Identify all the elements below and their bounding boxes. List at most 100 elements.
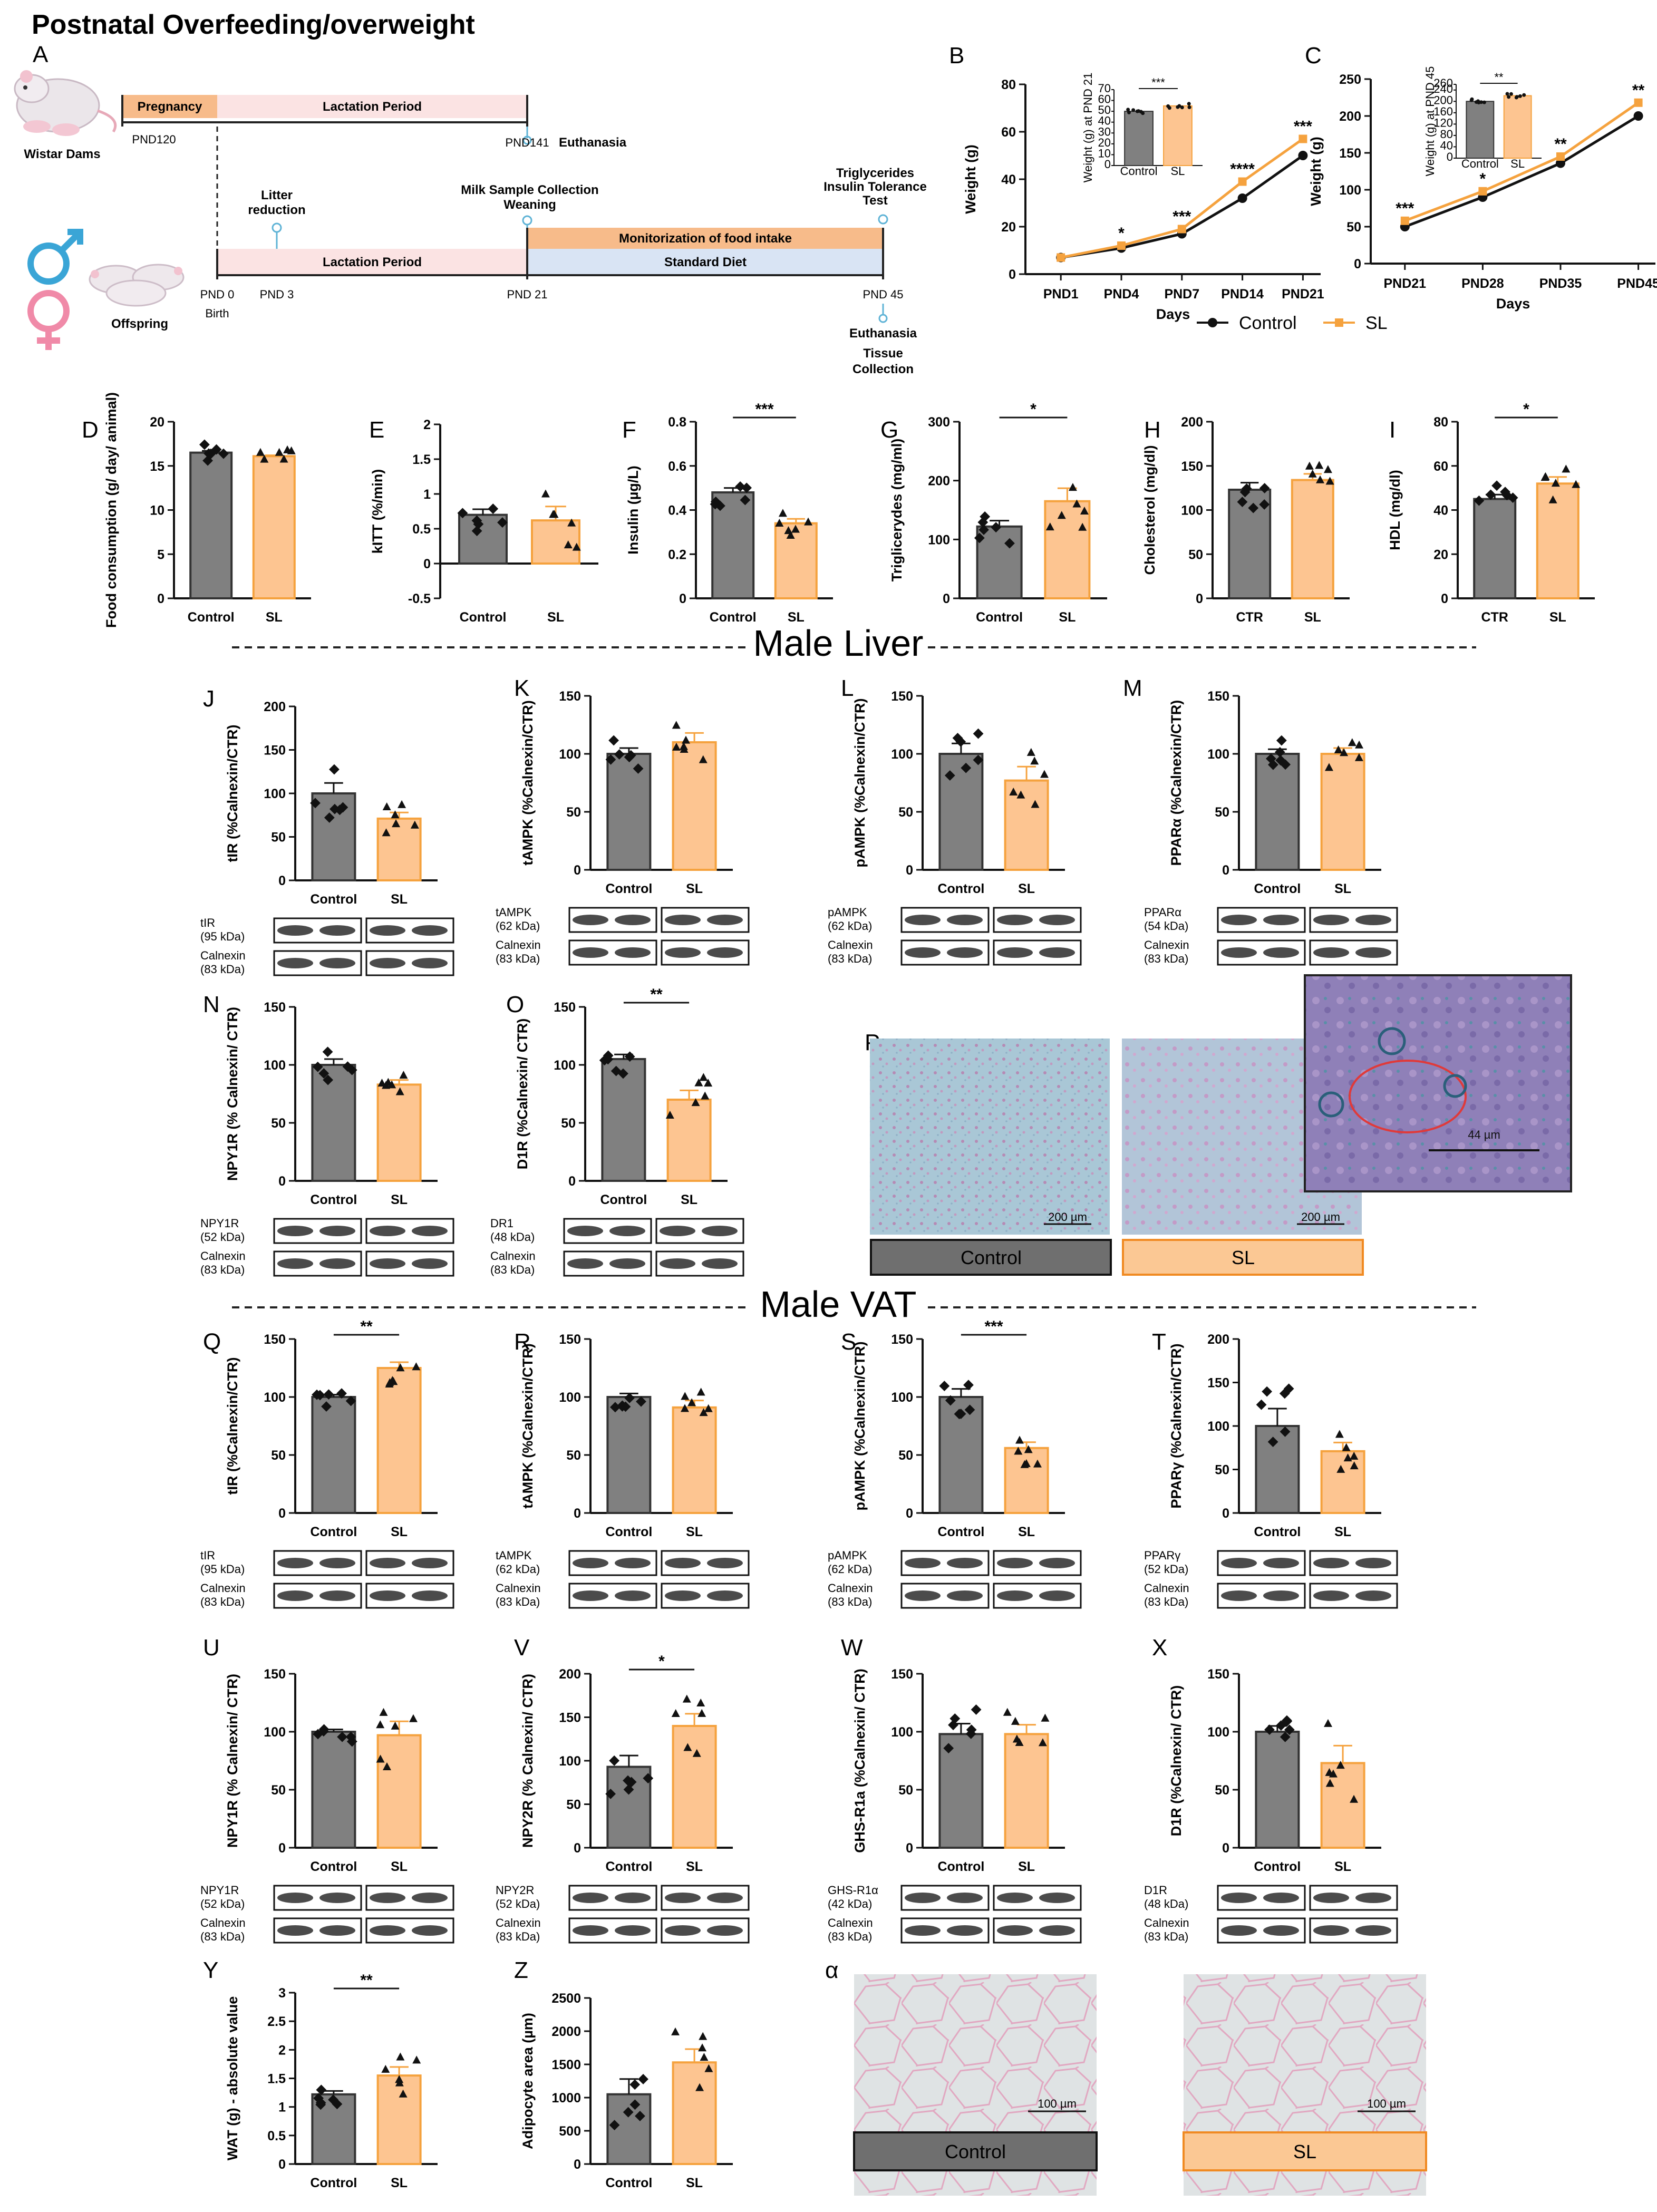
blot-label: D1R: [1144, 1884, 1167, 1897]
bar-sl: [1320, 753, 1365, 871]
blot-band: [319, 1226, 355, 1236]
bar-sl: [1536, 482, 1580, 599]
data-point: [337, 1731, 348, 1742]
blot-band: [905, 1590, 941, 1601]
inset-y-tick-label: 0: [1447, 150, 1453, 163]
y-tick-label: 0: [1222, 1506, 1229, 1521]
y-tick-label: 2500: [551, 1991, 581, 2006]
data-point: [633, 763, 644, 774]
data-point: [623, 2107, 634, 2118]
data-point: [283, 445, 292, 453]
bar-control: [311, 1396, 356, 1514]
blot-band: [319, 1558, 355, 1568]
data-point: [204, 448, 214, 459]
inset-y-tick-label: 50: [1098, 103, 1111, 117]
y-axis-label: NPY2R (% Calnexin/ CTR): [520, 1674, 536, 1848]
blot-kda-label: (83 kDa): [828, 1930, 872, 1943]
offspring-pups-icon: [89, 264, 185, 307]
data-point: [696, 1699, 705, 1707]
blot-kda-label: (83 kDa): [828, 1595, 872, 1608]
y-tick-label: 200: [264, 700, 286, 714]
blot-band: [615, 1590, 651, 1601]
blot-kda-label: (52 kDa): [496, 1897, 540, 1910]
panel-Y: Y 0 0.5 1 1.5 2 2.5 3 Control SL WAT (g) - absolut…: [203, 1957, 438, 2190]
y-axis-label: D1R (%Calnexin/ CTR): [515, 1018, 530, 1170]
bar-sl: [774, 522, 818, 599]
data-point: [784, 526, 793, 535]
data-point: [700, 2053, 709, 2061]
panel-label-I: I: [1389, 417, 1396, 443]
data-point: [682, 1694, 691, 1703]
data-point: [312, 1061, 323, 1072]
y-axis-label: Weight (g): [1308, 137, 1324, 206]
blot-band: [1039, 1925, 1075, 1936]
y-tick-label: 0: [278, 1506, 286, 1521]
y-tick-label: 0: [278, 1174, 286, 1189]
blot-label: NPY2R: [496, 1884, 534, 1897]
panel-label-J: J: [203, 686, 215, 712]
x-tick-label: Control: [600, 1192, 647, 1207]
data-point: [681, 1392, 690, 1400]
blot-band: [1355, 1893, 1391, 1903]
blot-band: [412, 1893, 448, 1903]
data-point: [1267, 1437, 1278, 1448]
y-tick-label: 40: [1001, 172, 1016, 187]
x-tick-label: Control: [310, 1859, 357, 1874]
blot-band: [905, 1893, 941, 1903]
y-tick-label: 0: [574, 2157, 581, 2172]
data-point: [1323, 465, 1332, 473]
blot-band: [1313, 1590, 1349, 1601]
data-point: [1057, 511, 1066, 519]
blot-kda-label: (83 kDa): [1144, 1595, 1188, 1608]
bar-control: [938, 753, 984, 871]
data-point: [473, 519, 484, 530]
bar-sl: [666, 1099, 712, 1182]
y-tick-label: 100: [264, 787, 286, 801]
y-tick-label: 0.5: [267, 2129, 286, 2143]
inset-y-tick-label: 240: [1433, 82, 1453, 95]
panel-label-M: M: [1123, 675, 1142, 701]
data-point: [316, 2084, 327, 2095]
wat-sl-caption-box: [1183, 2131, 1427, 2171]
blot-band: [1221, 1590, 1257, 1601]
data-point: [1262, 1386, 1273, 1397]
y-tick-label: 100: [928, 532, 950, 547]
zoom-highlight-circle: [1349, 1060, 1467, 1133]
data-point: [609, 2120, 620, 2131]
pup-euthanasia-label: Euthanasia: [849, 326, 917, 341]
x-tick-label: SL: [1059, 610, 1075, 625]
panel-E: E -0.5 0 0.5 1 1.5 2 Control SL kITT (%/min): [369, 417, 598, 625]
x-tick-label: Control: [310, 892, 357, 907]
birth-label: Birth: [205, 307, 229, 320]
bar-sl: [672, 1725, 717, 1849]
data-point: [315, 1390, 325, 1401]
y-axis-label: Adipocyte area (µm): [520, 2013, 536, 2149]
series-line-control: [1404, 114, 1639, 228]
y-tick-label: 100: [1207, 1419, 1229, 1434]
blot-label: Calnexin: [200, 1916, 246, 1929]
blot-label: Calnexin: [828, 1582, 873, 1595]
data-point: [949, 1713, 961, 1724]
inset-point: [1505, 92, 1509, 96]
data-point: [315, 2099, 326, 2110]
blot-label: Calnexin: [200, 949, 246, 962]
inset-y-tick-label: 30: [1098, 125, 1111, 138]
y-tick-label: 0: [906, 1841, 913, 1856]
x-axis-label: Days: [1496, 296, 1530, 312]
data-point: [391, 1721, 400, 1730]
blot-kda-label: (42 kDa): [828, 1897, 872, 1910]
panel-U: U 0 50 100 150 Control SL NPY1R (% Calnexin/ CT…: [200, 1635, 454, 1944]
data-point: [1038, 1738, 1047, 1747]
data-point: [1474, 495, 1485, 506]
data-point: [1014, 1447, 1023, 1455]
blot-band: [1221, 1893, 1257, 1903]
blot-band: [665, 1893, 701, 1903]
data-point: [550, 510, 559, 518]
data-point: [1336, 1464, 1345, 1473]
data-point: [1033, 1459, 1042, 1468]
data-point: [1485, 489, 1496, 500]
x-tick-label: Control: [1254, 881, 1301, 896]
panel-alpha-histology: α 100 µm 100 µm Control SL: [825, 1957, 1427, 2196]
panel-label-K: K: [514, 675, 529, 701]
data-point: [974, 532, 985, 544]
